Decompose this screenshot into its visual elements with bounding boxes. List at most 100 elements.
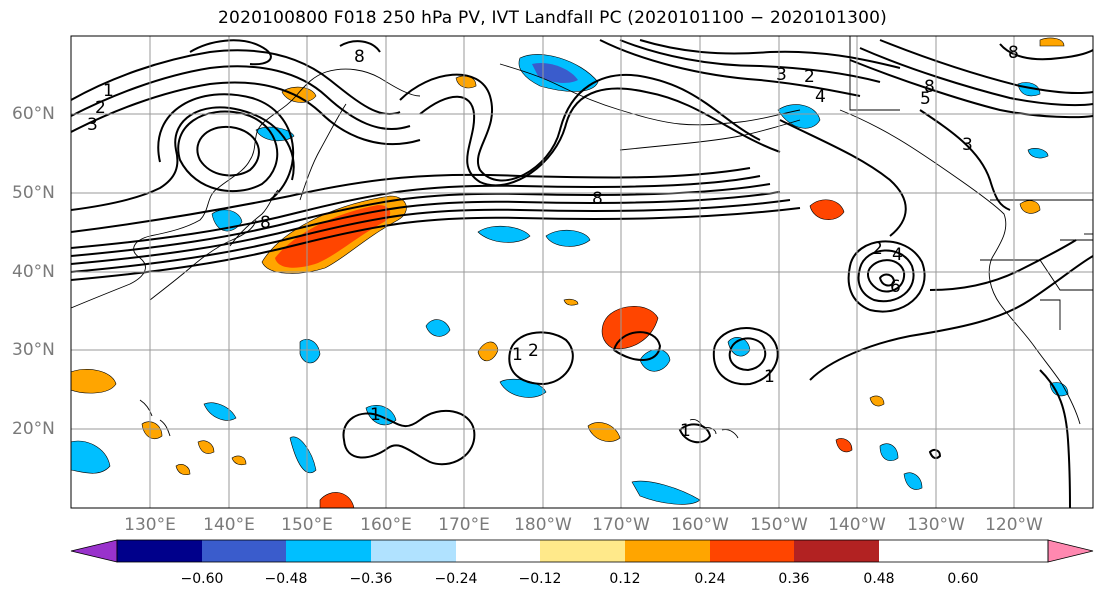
colorbar-bin	[794, 540, 879, 562]
colorbar-bin	[371, 540, 456, 562]
small-contour	[928, 448, 942, 460]
kamchatka-coast	[299, 103, 347, 201]
lon-label: 170°W	[592, 515, 650, 535]
ak-contour	[879, 39, 1093, 95]
contour-label: 8	[592, 189, 603, 209]
lat-label: 40°N	[12, 262, 55, 282]
na-border	[849, 36, 900, 111]
colorbar-bin	[625, 540, 710, 562]
contour-label: 8	[1008, 43, 1019, 63]
contour-label: 2	[528, 341, 539, 361]
contour-labels: 1 2 3 8 8 8 3 2 4 8 2 4 6 1 2 1 1 1 8 5 …	[87, 43, 1019, 441]
ak-contour	[859, 47, 1093, 107]
positive-anomaly	[231, 455, 247, 466]
dumbbell-contour	[342, 410, 476, 466]
na-border	[1040, 299, 1061, 330]
lon-label: 160°E	[360, 515, 412, 535]
colorbar-bin	[117, 540, 202, 562]
colorbar-outline	[116, 539, 1049, 563]
positive-anomaly	[319, 492, 355, 508]
upstream-contour	[71, 65, 411, 131]
contour-label: 4	[815, 87, 826, 107]
pv-contours	[71, 39, 1093, 508]
negative-anomaly	[289, 436, 317, 474]
ridge-contour	[71, 106, 295, 211]
ak-contour	[599, 39, 861, 97]
lon-label: 140°W	[828, 515, 886, 535]
cutoff-low-east	[878, 273, 896, 287]
coastlines	[71, 36, 1093, 439]
positive-anomaly	[809, 199, 845, 220]
lat-label: 60°N	[12, 104, 55, 124]
positive-anomaly	[197, 440, 215, 454]
north-contour	[189, 39, 272, 66]
positive-anomaly	[175, 464, 191, 476]
north-wave	[399, 73, 761, 182]
contour-label: 8	[260, 213, 271, 233]
na-coast	[839, 109, 1081, 425]
trough-contour	[157, 93, 295, 201]
lon-label: 180°W	[514, 515, 572, 535]
colorbar-tick-label: 0.36	[778, 571, 810, 587]
contour-label: 1	[764, 367, 775, 387]
north-contour	[339, 40, 381, 53]
colorbar-tick-label: 0.48	[863, 571, 895, 587]
negative-anomaly	[203, 402, 237, 421]
trough-contour	[177, 110, 279, 193]
subtropical-low	[728, 337, 767, 372]
pc-shading	[71, 37, 1069, 508]
alaska-coast	[499, 63, 801, 126]
positive-anomaly	[1019, 200, 1041, 214]
contour-label: 4	[892, 245, 903, 265]
colorbar-bin	[710, 540, 794, 562]
colorbar-tick-label: −0.48	[264, 571, 308, 587]
east-sweep	[809, 255, 1093, 381]
colorbar-tick-label: −0.12	[518, 571, 562, 587]
positive-anomaly	[869, 395, 885, 407]
colorbar-tick-label: 0.12	[609, 571, 641, 587]
negative-anomaly	[71, 440, 111, 474]
lat-label: 50°N	[12, 183, 55, 203]
colorbar-tick-label: 0.60	[947, 571, 979, 587]
map-frame	[70, 35, 1094, 509]
cutoff-low-east	[867, 259, 906, 293]
contour-label: 3	[962, 135, 973, 155]
ak-contour	[779, 119, 907, 237]
lon-label: 130°E	[124, 515, 176, 535]
colorbar-extend-max	[1047, 539, 1094, 563]
colorbar-tick-label: −0.60	[180, 571, 224, 587]
japan-coast	[229, 189, 279, 247]
ak-contour	[639, 39, 901, 69]
upstream-contour	[71, 49, 401, 116]
jet-contour	[71, 167, 751, 233]
subtropical-low	[508, 331, 574, 386]
lon-label: 160°W	[671, 515, 729, 535]
gridlines	[71, 36, 1093, 508]
north-contour	[999, 43, 1093, 61]
ak-contour	[619, 39, 881, 83]
jet-contour	[71, 175, 761, 249]
lon-label: 150°E	[281, 515, 333, 535]
jet-contour	[71, 191, 781, 265]
contour-label: 2	[804, 67, 815, 87]
positive-anomaly	[71, 369, 117, 394]
negative-anomaly	[425, 319, 451, 337]
trough-contour	[196, 125, 260, 177]
colorbar-bin	[286, 540, 371, 562]
negative-anomaly	[545, 229, 591, 247]
lon-label: 130°W	[907, 515, 965, 535]
upstream-contour	[71, 81, 421, 145]
colorbar-bin	[540, 540, 625, 562]
colorbar-tick-label: 0.24	[694, 571, 726, 587]
negative-anomaly	[879, 443, 899, 461]
cutoff-low-east	[847, 240, 926, 313]
contour-label: 6	[890, 277, 901, 297]
contour-label: 1	[103, 81, 114, 101]
subtropical-low	[612, 331, 662, 362]
colorbar-extend-min	[70, 539, 118, 563]
colorbar-tick-label: −0.36	[349, 571, 393, 587]
contour-label: 1	[680, 421, 691, 441]
contour-label: 1	[512, 345, 523, 365]
colorbar-tick-label: −0.24	[434, 571, 478, 587]
colorbar	[70, 539, 1094, 563]
